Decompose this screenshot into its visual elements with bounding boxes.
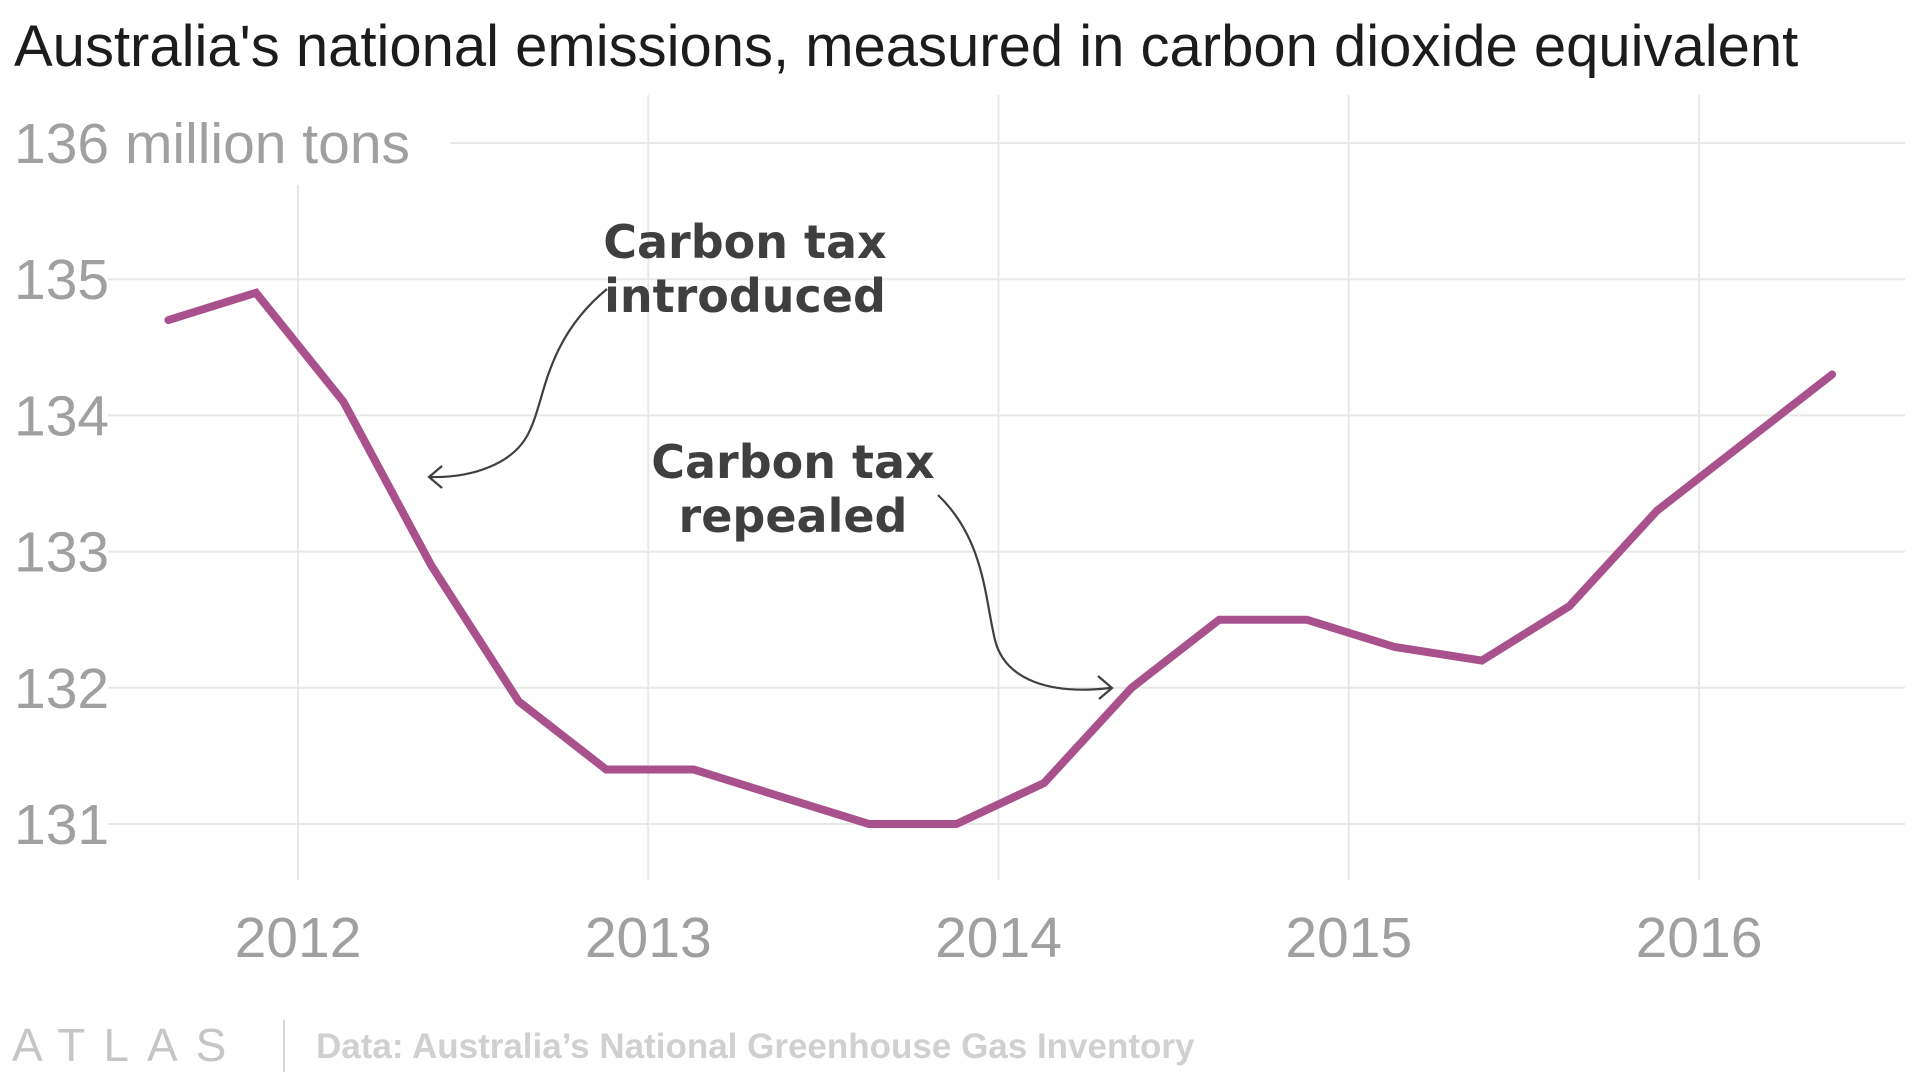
data-source: Data: Australia’s National Greenhouse Ga…	[316, 1027, 1195, 1066]
x-axis-ticks: 2012 2013 2014 2015 2016	[235, 906, 1763, 970]
y-tick-label-134: 134	[14, 384, 109, 448]
chart-title: Australia's national emissions, measured…	[14, 14, 1798, 79]
series-layer	[164, 288, 1837, 828]
y-tick-label-133: 133	[14, 521, 109, 585]
y-axis-ticks: 131 132 133 134 135 136 million tons	[14, 112, 410, 857]
footer: ATLAS Data: Australia’s National Greenho…	[12, 1019, 1195, 1072]
annotation-arrow-repealed	[937, 494, 1111, 691]
y-tick-label-131: 131	[14, 793, 109, 857]
annotation-1-line-0: Carbon tax	[651, 435, 934, 489]
y-tick-label-132: 132	[14, 657, 109, 721]
y-tick-label-136: 136 million tons	[14, 112, 410, 176]
series-line-0	[164, 288, 1837, 828]
x-tick-label-2012: 2012	[235, 906, 362, 970]
x-tick-label-2015: 2015	[1285, 906, 1412, 970]
annotation-1-line-1: repealed	[679, 489, 908, 543]
annotation-arrow-introduced	[429, 288, 608, 479]
grid-lines	[108, 95, 1905, 880]
annotation-0-line-0: Carbon tax	[603, 215, 886, 269]
annotation-0-line-1: introduced	[604, 269, 886, 323]
x-tick-label-2014: 2014	[935, 906, 1062, 970]
atlas-logo: ATLAS	[12, 1019, 244, 1071]
x-tick-label-2016: 2016	[1636, 906, 1763, 970]
annotation-arrowhead-introduced	[427, 465, 443, 489]
annotation-arrowhead-repealed	[1097, 675, 1114, 700]
x-tick-label-2013: 2013	[585, 906, 712, 970]
y-tick-label-135: 135	[14, 248, 109, 312]
